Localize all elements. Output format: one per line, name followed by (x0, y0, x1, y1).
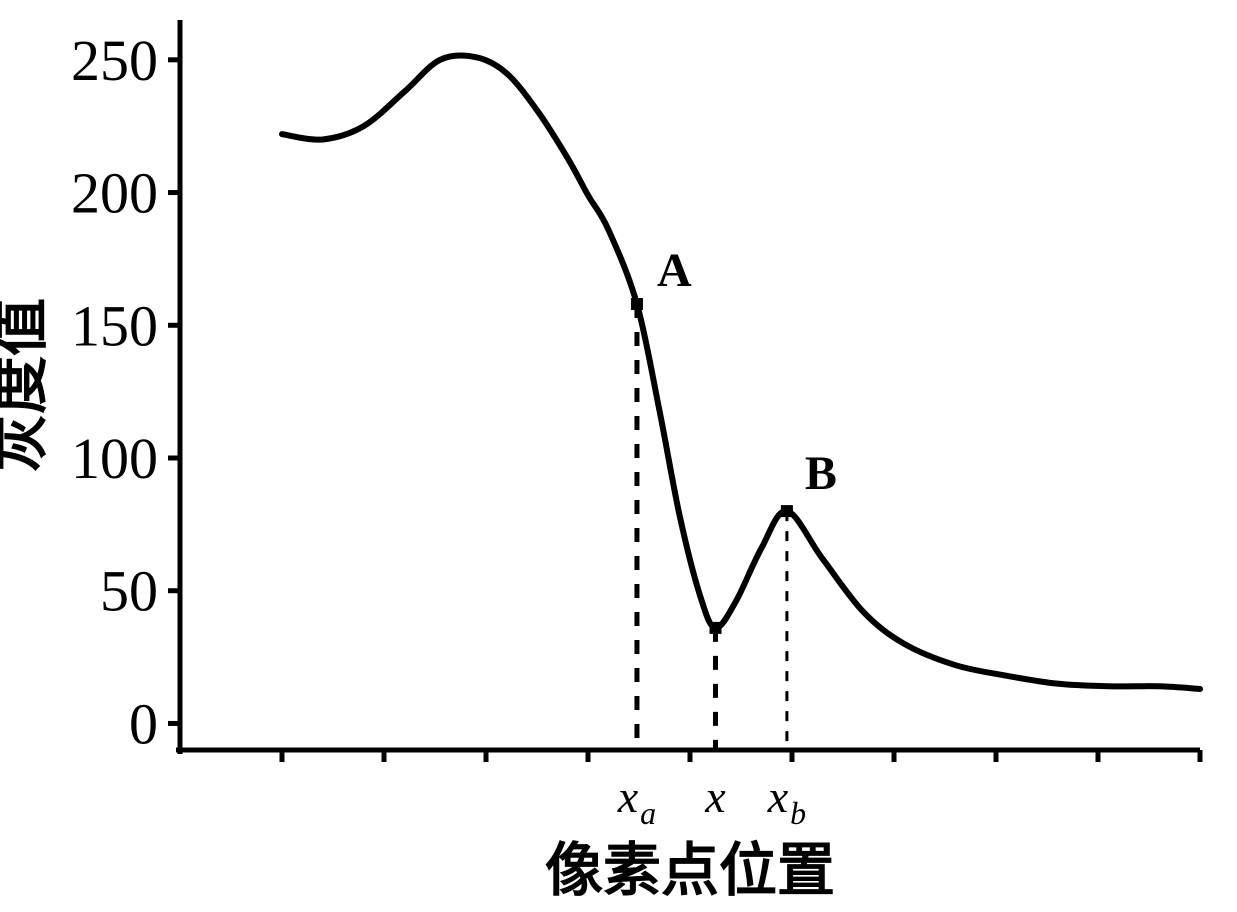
drop-lines (637, 304, 787, 750)
y-axis-ticks: 0 50 100 150 200 250 (71, 28, 180, 757)
y-tick-label: 200 (71, 161, 158, 226)
x-axis-title: 像素点位置 (545, 838, 835, 903)
y-tick-label: 250 (71, 28, 158, 93)
axes (176, 20, 1200, 754)
y-tick-label: 100 (71, 426, 158, 491)
x-axis-annotations: xaxxb (617, 771, 806, 831)
point-label-b: B (805, 447, 837, 500)
x-annotation-x: x (704, 771, 726, 822)
point-label-a: A (657, 244, 692, 297)
x-annotation-xa: xa (617, 771, 656, 831)
x-annotation-xb: xb (767, 771, 806, 831)
data-curve (282, 55, 1200, 688)
y-axis-title: 灰度值 (0, 298, 53, 472)
point-markers (631, 298, 793, 634)
chart-container: 0 50 100 150 200 250 A B xaxxb 灰度值 像素点位置 (0, 0, 1237, 912)
y-tick-label: 0 (129, 691, 158, 756)
y-tick-label: 150 (71, 293, 158, 358)
chart-svg: 0 50 100 150 200 250 A B xaxxb 灰度值 像素点位置 (0, 0, 1237, 912)
y-tick-label: 50 (100, 559, 158, 624)
